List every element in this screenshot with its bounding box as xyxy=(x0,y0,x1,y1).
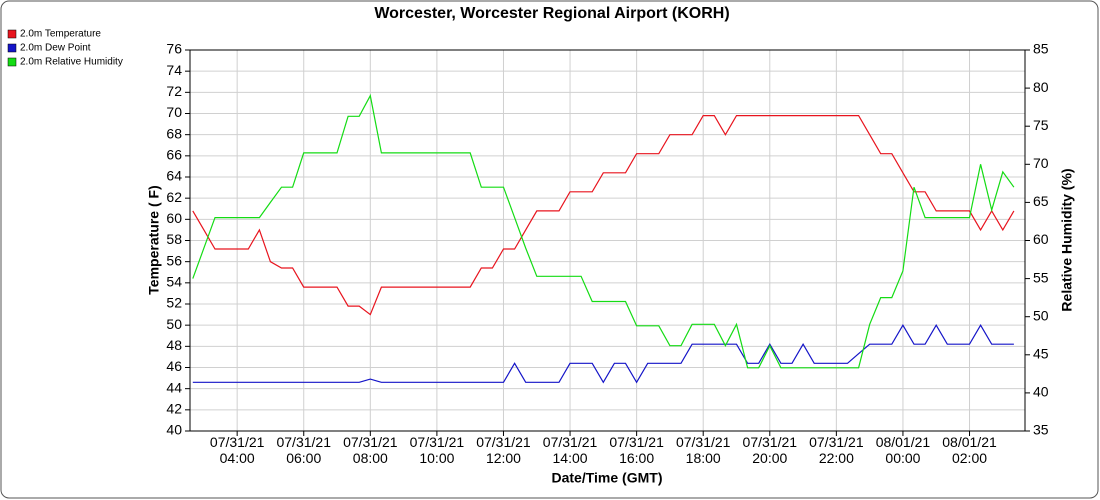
chart-title: Worcester, Worcester Regional Airport (K… xyxy=(374,5,729,22)
x-tick-label: 07/31/21 18:00 xyxy=(676,434,731,466)
y2-tick-label: 35 xyxy=(1033,422,1049,438)
y2-tick-label: 50 xyxy=(1033,307,1049,323)
y-tick-label: 44 xyxy=(166,379,182,395)
y2-tick-label: 75 xyxy=(1033,117,1049,133)
y2-tick-label: 85 xyxy=(1033,41,1049,57)
x-axis-label: Date/Time (GMT) xyxy=(552,470,663,486)
legend-label: 2.0m Relative Humidity xyxy=(20,57,123,68)
legend-label: 2.0m Dew Point xyxy=(20,43,91,54)
x-tick-label: 07/31/21 10:00 xyxy=(410,434,465,466)
y2-tick-label: 70 xyxy=(1033,155,1049,171)
legend-swatch xyxy=(7,29,17,39)
y-tick-label: 64 xyxy=(166,168,182,184)
y2-tick-label: 40 xyxy=(1033,384,1049,400)
y2-tick-label: 65 xyxy=(1033,193,1049,209)
y-tick-label: 74 xyxy=(166,62,182,78)
plot-border xyxy=(189,49,1026,432)
y-tick-label: 50 xyxy=(166,316,182,332)
y-tick-label: 76 xyxy=(166,41,182,57)
y2-tick-label: 55 xyxy=(1033,269,1049,285)
y-tick-label: 48 xyxy=(166,337,182,353)
y2-tick-label: 45 xyxy=(1033,346,1049,362)
x-tick-label: 08/01/21 00:00 xyxy=(876,434,931,466)
y-tick-label: 46 xyxy=(166,358,182,374)
y-tick-label: 68 xyxy=(166,125,182,141)
y-tick-label: 58 xyxy=(166,231,182,247)
y-tick-label: 42 xyxy=(166,401,182,417)
legend-swatch xyxy=(7,43,17,53)
x-tick-label: 07/31/21 06:00 xyxy=(276,434,331,466)
x-tick-label: 07/31/21 12:00 xyxy=(476,434,531,466)
x-tick-label: 07/31/21 22:00 xyxy=(809,434,864,466)
x-tick-label: 07/31/21 16:00 xyxy=(609,434,664,466)
x-tick-label: 07/31/21 14:00 xyxy=(543,434,598,466)
y-tick-label: 56 xyxy=(166,252,182,268)
series-line xyxy=(192,324,1014,384)
y-tick-label: 62 xyxy=(166,189,182,205)
x-tick-label: 07/31/21 04:00 xyxy=(210,434,265,466)
y-tick-label: 40 xyxy=(166,422,182,438)
y2-tick-label: 60 xyxy=(1033,231,1049,247)
y-tick-label: 66 xyxy=(166,147,182,163)
x-tick-label: 07/31/21 08:00 xyxy=(343,434,398,466)
y2-axis-label: Relative Humidity (%) xyxy=(1059,168,1075,311)
x-tick-label: 08/01/21 02:00 xyxy=(942,434,997,466)
y-tick-label: 54 xyxy=(166,274,182,290)
y-axis-label: Temperature ( F) xyxy=(146,185,162,294)
x-tick-label: 07/31/21 20:00 xyxy=(743,434,798,466)
series-line xyxy=(192,114,1015,316)
legend-swatch xyxy=(7,57,17,67)
y-tick-label: 72 xyxy=(166,83,182,99)
series-line xyxy=(192,93,1015,369)
y-tick-label: 52 xyxy=(166,295,182,311)
y2-tick-label: 80 xyxy=(1033,79,1049,95)
y-tick-label: 60 xyxy=(166,210,182,226)
y-tick-label: 70 xyxy=(166,104,182,120)
legend-label: 2.0m Temperature xyxy=(20,29,101,40)
